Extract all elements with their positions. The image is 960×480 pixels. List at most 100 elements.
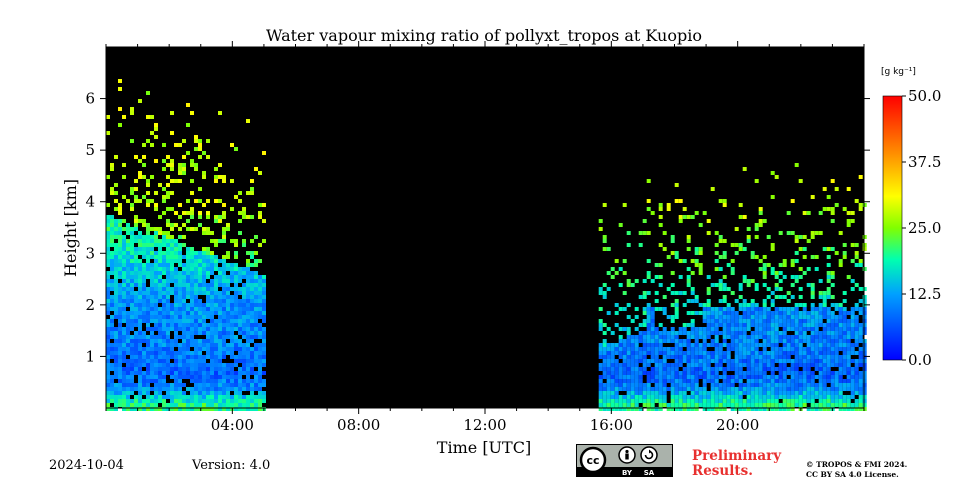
heatmap-cell [262,311,266,315]
heatmap-cell [630,363,635,367]
heatmap-cell [178,327,182,331]
heatmap-cell [206,403,210,407]
heatmap-cell [850,343,855,347]
heatmap-cell [730,331,735,335]
heatmap-cell [186,303,190,307]
heatmap-cell [226,291,230,295]
heatmap-cell [182,363,186,367]
heatmap-cell [226,395,230,399]
heatmap-cell [710,403,715,407]
heatmap-cell [194,287,198,291]
heatmap-cell [602,331,607,335]
heatmap-cell [214,343,218,347]
heatmap-cell [134,251,138,255]
heatmap-cell [186,199,190,203]
heatmap-cell [702,367,707,371]
heatmap-cell [262,279,266,283]
heatmap-cell [246,335,250,339]
heatmap-cell [610,375,615,379]
heatmap-cell [162,383,166,387]
heatmap-cell [154,323,158,327]
heatmap-cell [194,367,198,371]
heatmap-cell [742,311,747,315]
heatmap-cell [186,263,190,267]
heatmap-cell [818,291,823,295]
heatmap-cell [662,347,667,351]
heatmap-cell [206,347,210,351]
heatmap-cell [658,243,663,247]
heatmap-cell [142,175,146,179]
heatmap-cell [138,343,142,347]
heatmap-cell [230,263,234,267]
heatmap-cell [218,307,222,311]
heatmap-cell [770,371,775,375]
heatmap-cell [662,311,667,315]
colorbar-ticks: 0.012.525.037.550.0 [902,87,941,369]
heatmap-cell [850,395,855,399]
heatmap-cell [742,299,747,303]
heatmap-cell [698,251,703,255]
heatmap-cell [210,251,214,255]
heatmap-cell [186,319,190,323]
heatmap-cell [170,407,174,411]
heatmap-cell [738,319,743,323]
heatmap-cell [702,347,707,351]
heatmap-cell [206,315,210,319]
heatmap-cell [166,163,170,167]
heatmap-cell [754,363,759,367]
heatmap-cell [810,363,815,367]
heatmap-cell [862,339,867,343]
heatmap-cell [686,279,691,283]
heatmap-cell [786,315,791,319]
heatmap-cell [246,303,250,307]
heatmap-cell [202,383,206,387]
heatmap-cell [706,343,711,347]
heatmap-cell [262,339,266,343]
heatmap-cell [738,243,743,247]
heatmap-cell [674,371,679,375]
heatmap-cell [214,407,218,411]
heatmap-cell [770,331,775,335]
heatmap-cell [174,403,178,407]
heatmap-cell [842,315,847,319]
heatmap-cell [114,307,118,311]
heatmap-cell [806,371,811,375]
heatmap-cell [258,259,262,263]
heatmap-cell [182,339,186,343]
heatmap-cell [178,383,182,387]
heatmap-cell [218,111,222,115]
heatmap-cell [166,243,170,247]
heatmap-cell [690,407,695,411]
heatmap-cell [166,367,170,371]
heatmap-cell [258,295,262,299]
heatmap-cell [126,279,130,283]
heatmap-cell [610,347,615,351]
heatmap-cell [642,371,647,375]
heatmap-cell [626,407,631,411]
heatmap-cell [206,331,210,335]
heatmap-cell [190,299,194,303]
heatmap-cell [166,259,170,263]
heatmap-cell [214,387,218,391]
heatmap-cell [146,139,150,143]
heatmap-cell [186,339,190,343]
heatmap-cell [110,167,114,171]
heatmap-cell [150,143,154,147]
heatmap-cell [114,287,118,291]
heatmap-cell [702,391,707,395]
heatmap-cell [766,307,771,311]
heatmap-cell [106,243,110,247]
heatmap-cell [634,279,639,283]
heatmap-cell [790,375,795,379]
heatmap-cell [238,391,242,395]
heatmap-cell [806,367,811,371]
heatmap-cell [858,407,863,411]
heatmap-cell [850,335,855,339]
heatmap-cell [714,251,719,255]
heatmap-cell [118,123,122,127]
heatmap-cell [134,367,138,371]
heatmap-cell [126,331,130,335]
heatmap-cell [190,263,194,267]
heatmap-cell [722,391,727,395]
heatmap-cell [138,299,142,303]
